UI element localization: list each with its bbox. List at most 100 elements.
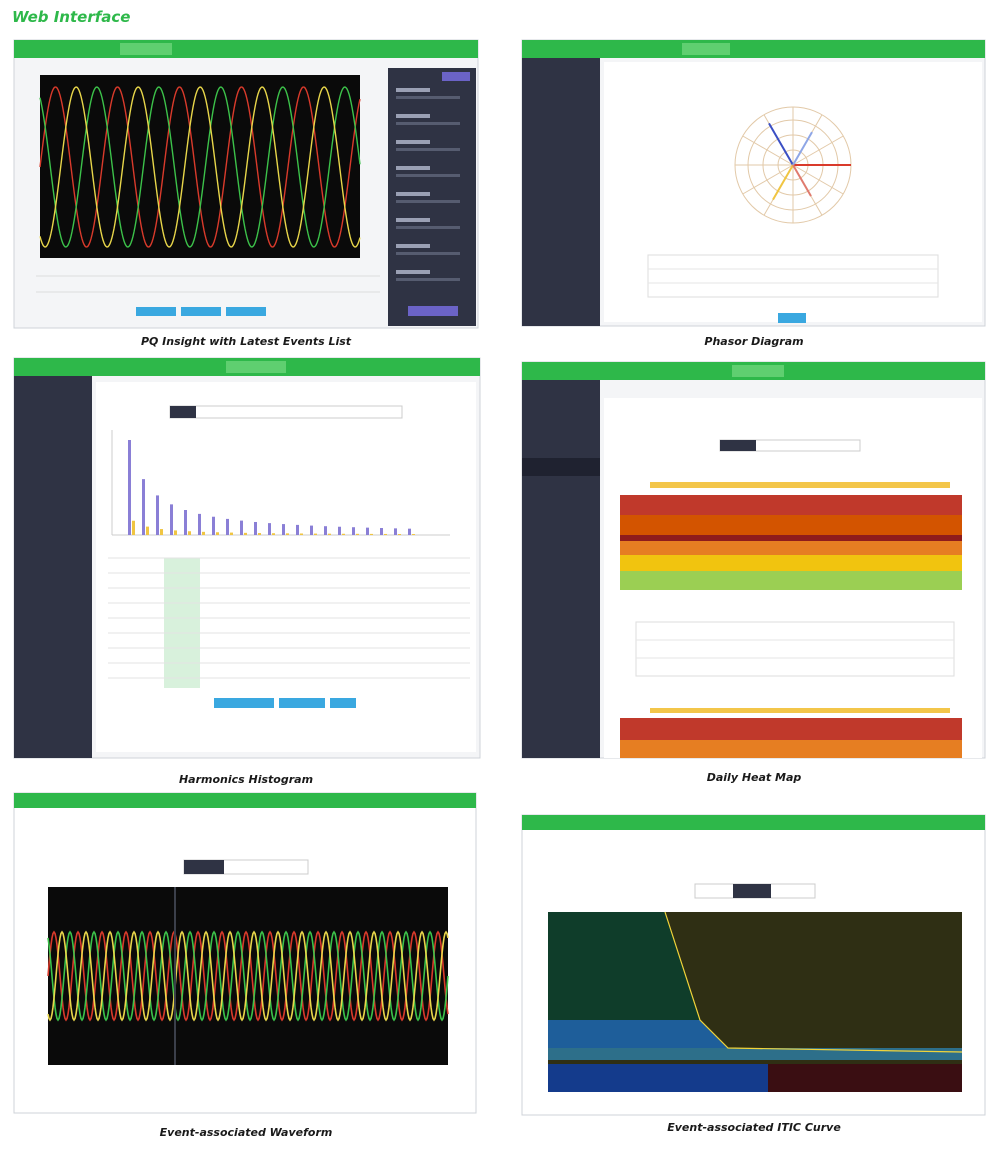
histogram-bar bbox=[226, 518, 229, 535]
phasor-vector bbox=[768, 122, 794, 166]
ui-shape bbox=[778, 313, 806, 323]
histogram-bar bbox=[240, 520, 243, 535]
polar-spoke bbox=[742, 135, 794, 166]
ui-shape bbox=[650, 708, 950, 713]
histogram-bar bbox=[328, 533, 331, 535]
histogram-bar bbox=[310, 525, 313, 535]
event-row bbox=[396, 140, 430, 144]
ui-shape bbox=[635, 621, 955, 677]
histogram-bar bbox=[384, 533, 387, 535]
waveform-trace bbox=[39, 86, 361, 248]
ui-shape bbox=[39, 86, 361, 248]
ui-shape bbox=[14, 40, 478, 58]
ui-shape bbox=[548, 1064, 768, 1092]
event-row bbox=[396, 278, 460, 281]
ui-shape bbox=[732, 365, 784, 377]
histogram-bar bbox=[188, 531, 191, 535]
ui-shape bbox=[408, 306, 458, 316]
event-row bbox=[396, 96, 460, 99]
ui-shape bbox=[396, 88, 460, 281]
ui-shape bbox=[620, 555, 962, 571]
ui-shape bbox=[181, 307, 221, 316]
histogram-bar bbox=[366, 527, 369, 535]
polar-spoke bbox=[742, 164, 794, 195]
ui-shape bbox=[279, 698, 325, 708]
histogram-bar bbox=[212, 516, 215, 535]
event-row bbox=[396, 166, 430, 170]
ui-shape bbox=[96, 382, 476, 752]
histogram-bar bbox=[142, 479, 145, 535]
histogram-bar bbox=[146, 526, 149, 535]
phasor-vector bbox=[792, 131, 813, 166]
event-row bbox=[396, 192, 430, 196]
histogram-bar bbox=[254, 521, 257, 535]
ui-shape bbox=[40, 75, 360, 258]
histogram-bar bbox=[300, 533, 303, 535]
caption: Event-associated ITIC Curve bbox=[667, 1121, 841, 1134]
histogram-bar bbox=[202, 531, 205, 535]
histogram-bar bbox=[244, 532, 247, 535]
ui-shape bbox=[226, 307, 266, 316]
ui-shape bbox=[522, 458, 600, 476]
event-row bbox=[396, 148, 460, 151]
phasor-vector bbox=[772, 164, 794, 201]
screenshot-waveform bbox=[13, 792, 477, 1114]
ui-shape bbox=[184, 860, 224, 874]
waveform-trace bbox=[47, 930, 449, 1022]
screenshot-heat-map bbox=[521, 361, 986, 759]
caption: Daily Heat Map bbox=[707, 771, 802, 784]
caption: Event-associated Waveform bbox=[160, 1126, 333, 1139]
ui-shape bbox=[620, 515, 962, 535]
ui-shape bbox=[388, 68, 476, 326]
histogram-bar bbox=[286, 533, 289, 535]
event-row bbox=[396, 114, 430, 118]
histogram-bar bbox=[296, 524, 299, 535]
histogram-bar bbox=[324, 526, 327, 535]
event-row bbox=[396, 218, 430, 222]
histogram-bar bbox=[184, 510, 187, 535]
ui-shape bbox=[522, 40, 985, 58]
event-row bbox=[396, 270, 430, 274]
histogram-bar bbox=[156, 495, 159, 535]
ui-shape bbox=[620, 718, 962, 740]
histogram-bar bbox=[174, 530, 177, 535]
caption: PQ Insight with Latest Events List bbox=[141, 335, 352, 348]
ui-shape bbox=[226, 361, 286, 373]
histogram-bar bbox=[128, 440, 131, 535]
histogram-bar bbox=[198, 513, 201, 535]
page-title: Web Interface bbox=[12, 8, 130, 26]
histogram-bar bbox=[272, 533, 275, 535]
ui-shape bbox=[620, 495, 962, 515]
histogram-bar bbox=[342, 533, 345, 535]
ui-shape bbox=[548, 1020, 728, 1048]
screenshot-harmonics bbox=[13, 357, 481, 759]
waveform-trace bbox=[39, 86, 361, 248]
histogram-bar bbox=[412, 534, 415, 535]
ui-shape bbox=[330, 698, 356, 708]
ui-shape bbox=[733, 884, 771, 898]
histogram-bar bbox=[338, 526, 341, 535]
screenshot-itic bbox=[521, 814, 986, 1116]
ui-shape bbox=[650, 482, 950, 488]
event-row bbox=[396, 226, 460, 229]
polar-spoke bbox=[792, 135, 844, 166]
ui-shape bbox=[120, 43, 172, 55]
caption: Phasor Diagram bbox=[704, 335, 803, 348]
event-row bbox=[396, 244, 430, 248]
screenshot-pq-insight bbox=[13, 39, 479, 329]
ui-shape bbox=[522, 815, 985, 830]
ui-shape bbox=[682, 43, 730, 55]
ui-shape bbox=[164, 558, 200, 688]
event-row bbox=[396, 174, 460, 177]
caption: Harmonics Histogram bbox=[179, 773, 313, 786]
histogram-bar bbox=[380, 528, 383, 535]
ui-shape bbox=[128, 440, 415, 535]
histogram-bar bbox=[268, 523, 271, 535]
ui-shape bbox=[14, 376, 92, 758]
ui-shape bbox=[442, 72, 470, 81]
histogram-bar bbox=[160, 529, 163, 535]
histogram-bar bbox=[408, 528, 411, 535]
phasor-vector bbox=[792, 164, 812, 197]
ui-shape bbox=[620, 535, 962, 541]
